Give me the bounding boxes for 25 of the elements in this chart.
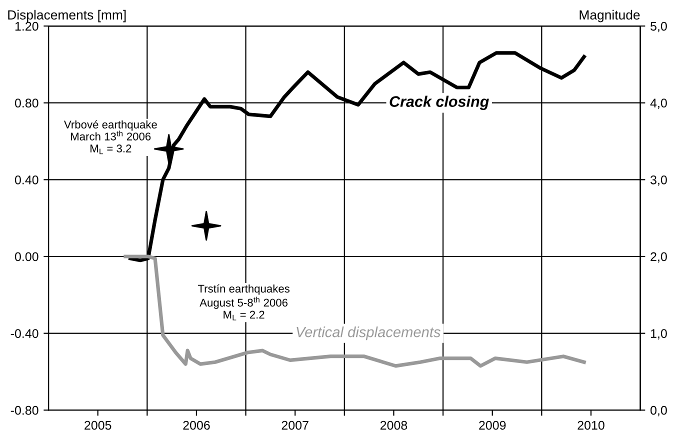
- x-tick-label: 2007: [282, 420, 308, 430]
- y2-tick-label: 1,0: [650, 329, 667, 340]
- y-tick-label: -0.80: [10, 406, 38, 415]
- series-label: Crack closing: [390, 96, 489, 110]
- text: Trstín earthquakes August 5-8$^{th}$ 2006 M$_{L}$ = 2.2: [198, 284, 290, 320]
- y2-tick-label: 0,0: [650, 406, 667, 416]
- y2-axis-title: Magnitude: [580, 10, 640, 22]
- x-tick-label: 2010: [578, 420, 604, 430]
- y-tick-label: 1.20: [15, 22, 38, 31]
- y-tick-label: 0.00: [14, 252, 38, 262]
- y-tick-label: 0.40: [14, 175, 38, 184]
- x-tick-label: 2009: [479, 420, 506, 430]
- y2-tick-label: 4,0: [650, 98, 667, 109]
- x-tick-label: 2008: [380, 420, 408, 430]
- series-label: Vertical displacements: [296, 326, 440, 340]
- line-series: [124, 254, 586, 368]
- y2-tick-label: 2,0: [650, 252, 667, 263]
- x-tick-label: 2005: [84, 420, 112, 430]
- x-tick-label: 2006: [183, 420, 210, 430]
- y2-tick-label: 5,0: [650, 22, 667, 32]
- y-axis-title: Displacements [mm]: [8, 10, 126, 22]
- y2-tick-label: 3,0: [650, 175, 667, 186]
- y-tick-label: -0.40: [10, 329, 38, 338]
- y-tick-label: 0.80: [14, 98, 38, 108]
- text: Vrbové earthquake March 13$^{th}$ 2006 M$_{L}$ = 3.2: [64, 120, 157, 154]
